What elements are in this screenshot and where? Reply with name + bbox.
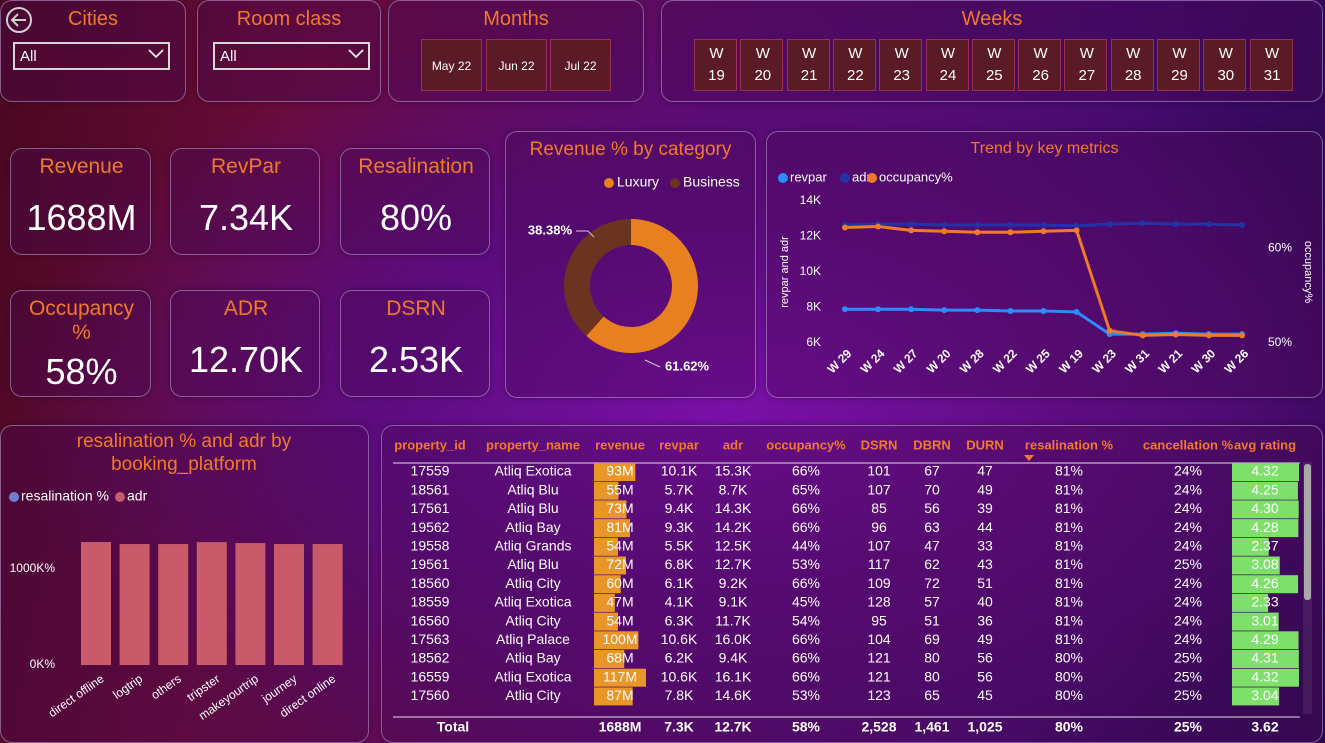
week-label: W 27: [1078, 45, 1096, 84]
dropdown[interactable]: All: [13, 42, 170, 70]
chart-title: resalination % and adr by booking_platfo…: [76, 431, 292, 475]
table-panel: [381, 425, 1323, 743]
week-label: W 25: [985, 45, 1003, 84]
filter-title: Weeks: [961, 8, 1023, 30]
month-button[interactable]: May 22: [421, 39, 482, 91]
week-label: W 20: [754, 45, 772, 84]
filter-title: Room class: [236, 8, 342, 30]
week-label: W 22: [847, 45, 864, 84]
chart-panel: [505, 131, 756, 398]
week-label: W 28: [1124, 45, 1142, 84]
kpi-card: Revenue 1688M: [10, 148, 151, 255]
kpi-value: 2.53K: [368, 339, 464, 380]
week-label: W 29: [1171, 45, 1188, 84]
kpi-card: Resalination 80%: [340, 148, 490, 255]
kpi-value: 12.70K: [188, 339, 304, 380]
week-button[interactable]: W 26: [1018, 39, 1062, 91]
week-label: W 23: [893, 45, 911, 84]
week-label: W 21: [800, 45, 818, 84]
week-button[interactable]: W 27: [1064, 39, 1108, 91]
dropdown-value: All: [220, 48, 237, 65]
week-button[interactable]: W 23: [879, 39, 923, 91]
kpi-label: ADR: [223, 297, 269, 320]
week-button[interactable]: W 28: [1110, 39, 1154, 91]
kpi-value: 1688M: [26, 197, 137, 238]
kpi-label: DSRN: [386, 297, 446, 320]
week-label: W 30: [1217, 45, 1235, 84]
week-label: W 19: [708, 45, 725, 84]
chart-title: Revenue % by category: [529, 139, 732, 160]
week-button[interactable]: W 31: [1249, 39, 1293, 91]
dropdown-value: All: [20, 48, 37, 65]
week-button[interactable]: W 30: [1203, 39, 1247, 91]
chart-panel: [766, 131, 1323, 398]
kpi-label: Revenue: [39, 155, 124, 178]
kpi-card: ADR 12.70K: [170, 290, 320, 397]
week-button[interactable]: W 19: [694, 39, 737, 91]
month-button[interactable]: Jul 22: [550, 39, 611, 91]
week-button[interactable]: W 29: [1157, 39, 1200, 91]
week-label: W 24: [939, 45, 957, 84]
kpi-value: 7.34K: [198, 197, 294, 238]
dropdown[interactable]: All: [213, 42, 370, 70]
kpi-card: Occupancy % 58%: [10, 290, 151, 397]
kpi-card: RevPar 7.34K: [170, 148, 320, 255]
kpi-value: 80%: [379, 197, 453, 238]
month-button[interactable]: Jun 22: [486, 39, 547, 91]
week-button[interactable]: W 21: [786, 39, 830, 91]
filter-title: Cities: [67, 8, 118, 30]
week-button[interactable]: W 25: [971, 39, 1015, 91]
week-button[interactable]: W 24: [925, 39, 969, 91]
filter-title: Months: [483, 8, 549, 30]
kpi-label: RevPar: [210, 155, 282, 178]
week-button[interactable]: W 22: [832, 39, 876, 91]
kpi-label: Occupancy %: [28, 297, 135, 344]
week-button[interactable]: W 20: [740, 39, 784, 91]
kpi-label: Resalination: [358, 155, 474, 178]
week-label: W 26: [1032, 45, 1049, 84]
kpi-card: DSRN 2.53K: [340, 290, 490, 397]
chart-title: Trend by key metrics: [970, 140, 1119, 157]
kpi-value: 58%: [45, 351, 118, 392]
week-label: W 31: [1263, 45, 1281, 84]
